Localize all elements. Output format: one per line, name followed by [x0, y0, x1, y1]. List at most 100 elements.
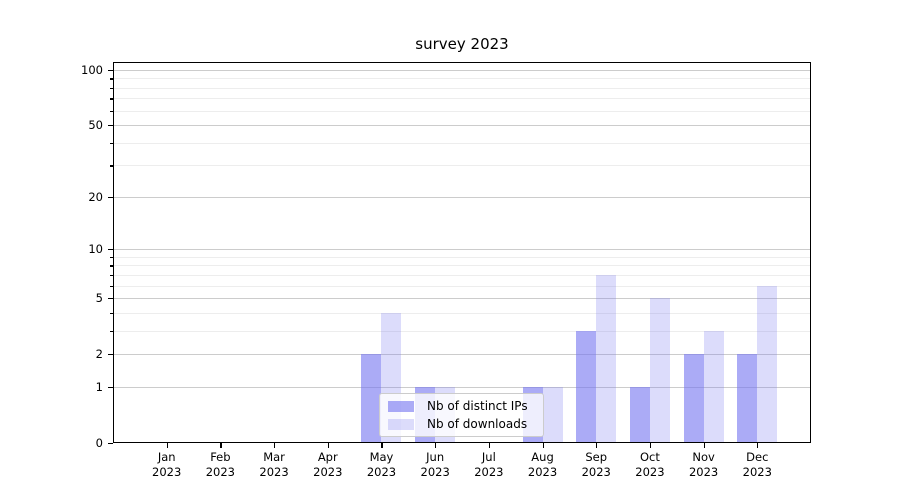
bar-downloads-sep [596, 274, 617, 443]
x-tick-label: Mar 2023 [246, 450, 302, 480]
legend-item-distinct-ips: Nb of distinct IPs [388, 399, 535, 414]
x-tick-label: Apr 2023 [300, 450, 356, 480]
x-tick-month: Aug [531, 450, 554, 464]
x-tick-label: May 2023 [353, 450, 409, 480]
y-minor-tick [110, 312, 113, 315]
minor-gridline [113, 110, 811, 112]
bar-distinct-ips-dec [737, 354, 758, 443]
x-tick [166, 443, 168, 448]
minor-gridline [113, 256, 811, 258]
y-tick [108, 249, 113, 251]
y-tick [108, 386, 113, 389]
x-tick [703, 443, 705, 448]
x-tick-year: 2023 [527, 465, 558, 479]
y-tick-label: 5 [95, 291, 103, 306]
x-tick-label: Dec 2023 [729, 450, 785, 480]
x-tick [327, 443, 329, 448]
y-tick [108, 298, 113, 300]
x-tick [488, 443, 491, 448]
x-tick-year: 2023 [420, 465, 450, 479]
x-tick [542, 443, 544, 448]
chart-title: survey 2023 [415, 35, 509, 53]
x-tick-month: Mar [263, 450, 285, 464]
bar-distinct-ips-sep [576, 330, 597, 443]
x-tick-label: Jan 2023 [139, 450, 195, 480]
legend-item-downloads: Nb of downloads [388, 417, 535, 432]
minor-gridline [113, 87, 811, 89]
minor-gridline [113, 142, 811, 144]
minor-gridline [113, 78, 811, 80]
y-tick [108, 70, 113, 72]
bar-downloads-aug [542, 386, 563, 443]
x-tick-year: 2023 [313, 465, 343, 479]
x-tick-month: Feb [210, 450, 231, 464]
x-tick-label: Jul 2023 [461, 450, 517, 480]
major-gridline [113, 196, 811, 198]
major-gridline [113, 125, 811, 127]
x-tick-month: Apr [317, 450, 338, 464]
y-tick-label: 100 [81, 63, 103, 77]
x-tick [220, 443, 222, 448]
y-tick-label: 50 [88, 118, 103, 133]
bar-downloads-dec [757, 285, 778, 443]
minor-gridline [113, 265, 811, 267]
x-tick-year: 2023 [742, 465, 772, 479]
x-tick-year: 2023 [688, 465, 719, 479]
x-tick-year: 2023 [635, 465, 665, 479]
y-tick [108, 196, 113, 199]
minor-gridline [113, 330, 811, 332]
x-tick [381, 443, 383, 448]
bar-distinct-ips-nov [683, 354, 704, 443]
bar-distinct-ips-may [361, 354, 382, 443]
legend-swatch-downloads [388, 418, 414, 430]
legend-swatch-distinct-ips [388, 400, 414, 412]
x-tick-month: May [369, 450, 394, 464]
plot-area [113, 62, 811, 443]
x-tick-year: 2023 [474, 465, 504, 479]
y-minor-tick [110, 330, 113, 333]
major-gridline [113, 70, 811, 71]
x-tick-month: Jul [481, 450, 496, 464]
bars-layer [113, 62, 811, 443]
y-tick [108, 125, 113, 127]
x-tick-year: 2023 [581, 465, 611, 479]
y-minor-tick [110, 98, 113, 100]
x-tick-label: Feb 2023 [192, 450, 248, 480]
y-tick-label: 0 [95, 436, 103, 450]
x-tick [274, 443, 276, 448]
bar-distinct-ips-oct [629, 386, 650, 443]
y-tick-label: 1 [95, 379, 103, 394]
bar-downloads-nov [703, 330, 724, 443]
minor-gridline [113, 285, 811, 287]
x-tick [757, 443, 759, 448]
x-tick-month: Oct [639, 450, 660, 464]
y-minor-tick [110, 87, 113, 90]
y-tick [108, 443, 113, 445]
x-tick-year: 2023 [259, 465, 289, 479]
y-tick-label: 20 [88, 189, 103, 204]
x-tick-month: Nov [692, 450, 715, 464]
y-tick [108, 354, 113, 356]
y-minor-tick [110, 285, 113, 287]
x-tick-label: Nov 2023 [676, 450, 732, 480]
minor-gridline [113, 165, 811, 167]
x-tick [649, 443, 652, 448]
grid-layer [113, 62, 811, 443]
x-tick-year: 2023 [205, 465, 236, 479]
y-minor-tick [110, 165, 113, 167]
major-gridline [113, 386, 811, 388]
y-minor-tick [110, 265, 113, 267]
y-minor-tick [110, 110, 113, 112]
minor-gridline [113, 274, 811, 276]
minor-gridline [113, 312, 811, 314]
major-gridline [113, 249, 811, 251]
legend-label-downloads: Nb of downloads [427, 416, 528, 431]
y-minor-tick [110, 274, 113, 277]
y-tick-label: 10 [88, 242, 103, 257]
x-tick-month: Sep [585, 450, 608, 464]
x-tick-year: 2023 [152, 465, 182, 479]
x-tick [435, 443, 437, 448]
x-tick [596, 443, 598, 448]
x-tick-month: Jan [157, 450, 176, 464]
